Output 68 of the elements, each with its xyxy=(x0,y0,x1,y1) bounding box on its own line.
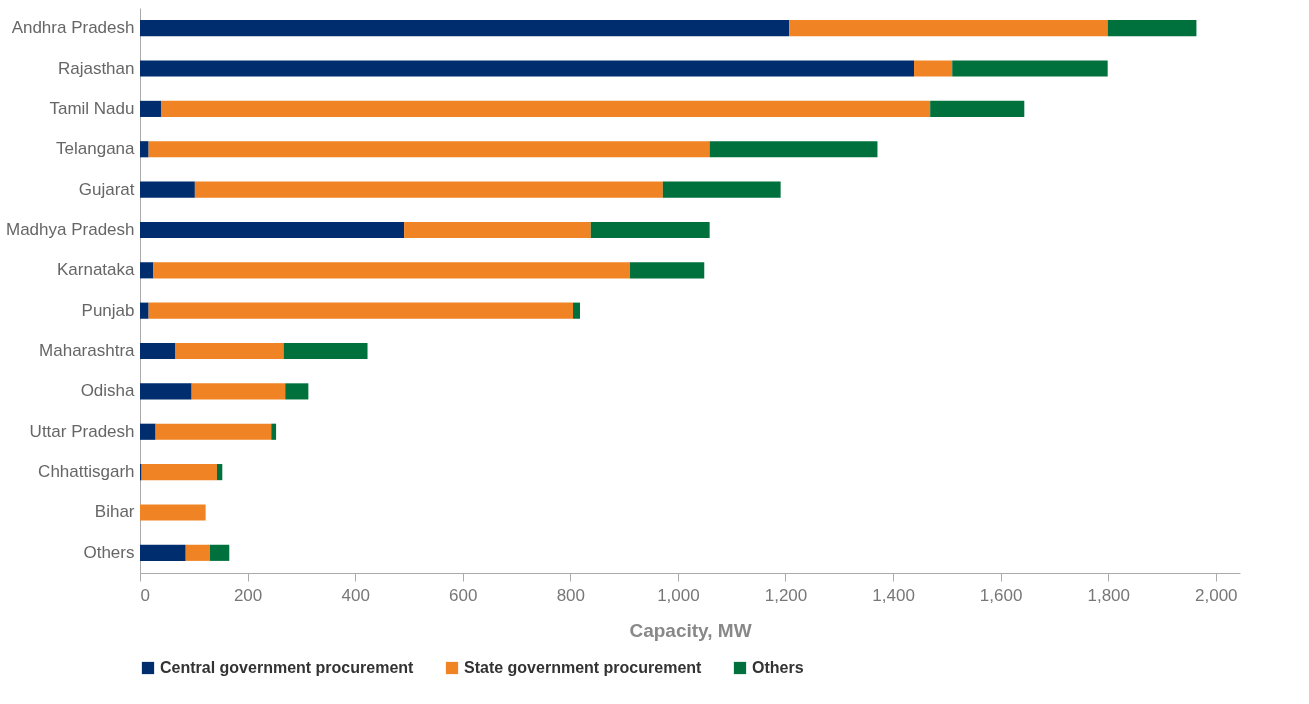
y-tick-label: Telangana xyxy=(56,139,136,159)
x-tick-label: 1,600 xyxy=(979,585,1023,605)
bar xyxy=(185,544,210,561)
legend-label: State government procurement xyxy=(464,659,703,676)
y-tick-label: Maharashtra xyxy=(39,341,136,361)
y-tick-label: Chhattisgarh xyxy=(38,462,135,482)
bar xyxy=(148,141,710,158)
y-tick-label: Uttar Pradesh xyxy=(29,421,135,441)
bar xyxy=(140,60,915,77)
bar xyxy=(140,181,195,198)
y-tick-label: Others xyxy=(83,542,135,562)
bar xyxy=(140,141,149,158)
y-tick-label: Odisha xyxy=(80,381,136,401)
bar xyxy=(141,464,217,481)
bar xyxy=(140,100,161,117)
y-tick-label: Punjab xyxy=(81,300,135,320)
bar xyxy=(285,383,309,400)
bar xyxy=(140,221,405,239)
x-tick-label: 2,000 xyxy=(1195,585,1238,605)
y-tick-label: Tamil Nadu xyxy=(49,98,135,118)
bar xyxy=(216,464,223,481)
y-tick-label: Andhra Pradesh xyxy=(11,18,135,38)
bar xyxy=(160,100,931,117)
bar xyxy=(140,342,176,360)
y-tick-label: Bihar xyxy=(94,502,135,522)
y-tick-label: Rajasthan xyxy=(57,58,135,78)
bar xyxy=(155,423,272,440)
bar xyxy=(209,544,230,561)
bar xyxy=(271,423,277,440)
y-tick-label: Gujarat xyxy=(78,179,135,199)
bar xyxy=(573,302,580,319)
bar xyxy=(590,221,710,239)
y-tick-label: Karnataka xyxy=(57,260,136,280)
bar xyxy=(630,262,705,279)
bar xyxy=(153,262,631,279)
x-axis-title: Capacity, MW xyxy=(629,619,752,641)
bar xyxy=(709,141,878,158)
x-tick-label: 1,800 xyxy=(1087,585,1130,605)
x-tick-label: 1,000 xyxy=(657,585,700,605)
bar xyxy=(914,60,953,77)
bar xyxy=(930,100,1025,117)
legend-label: Others xyxy=(752,659,804,676)
x-tick-label: 0 xyxy=(140,585,150,605)
bar xyxy=(140,20,790,37)
bar xyxy=(140,302,149,319)
bar xyxy=(283,342,368,360)
y-tick-label: Madhya Pradesh xyxy=(5,219,135,239)
x-tick-label: 1,200 xyxy=(764,585,808,605)
bar xyxy=(194,181,663,198)
bar xyxy=(952,60,1108,77)
x-tick-label: 400 xyxy=(341,585,370,605)
x-tick-label: 1,400 xyxy=(872,585,915,605)
bar xyxy=(140,504,206,521)
x-tick-label: 200 xyxy=(233,585,263,605)
bar xyxy=(404,221,591,239)
x-tick-label: 600 xyxy=(449,585,478,605)
bar xyxy=(140,383,192,400)
bar xyxy=(191,383,286,400)
bar xyxy=(140,423,156,440)
bar xyxy=(148,302,574,319)
bar xyxy=(140,262,154,279)
bar xyxy=(789,20,1108,37)
x-tick-label: 800 xyxy=(556,585,586,605)
bar xyxy=(662,181,781,198)
bar xyxy=(1107,20,1197,37)
bar xyxy=(175,342,284,360)
bar xyxy=(140,544,186,561)
legend-label: Central government procurement xyxy=(160,659,415,676)
